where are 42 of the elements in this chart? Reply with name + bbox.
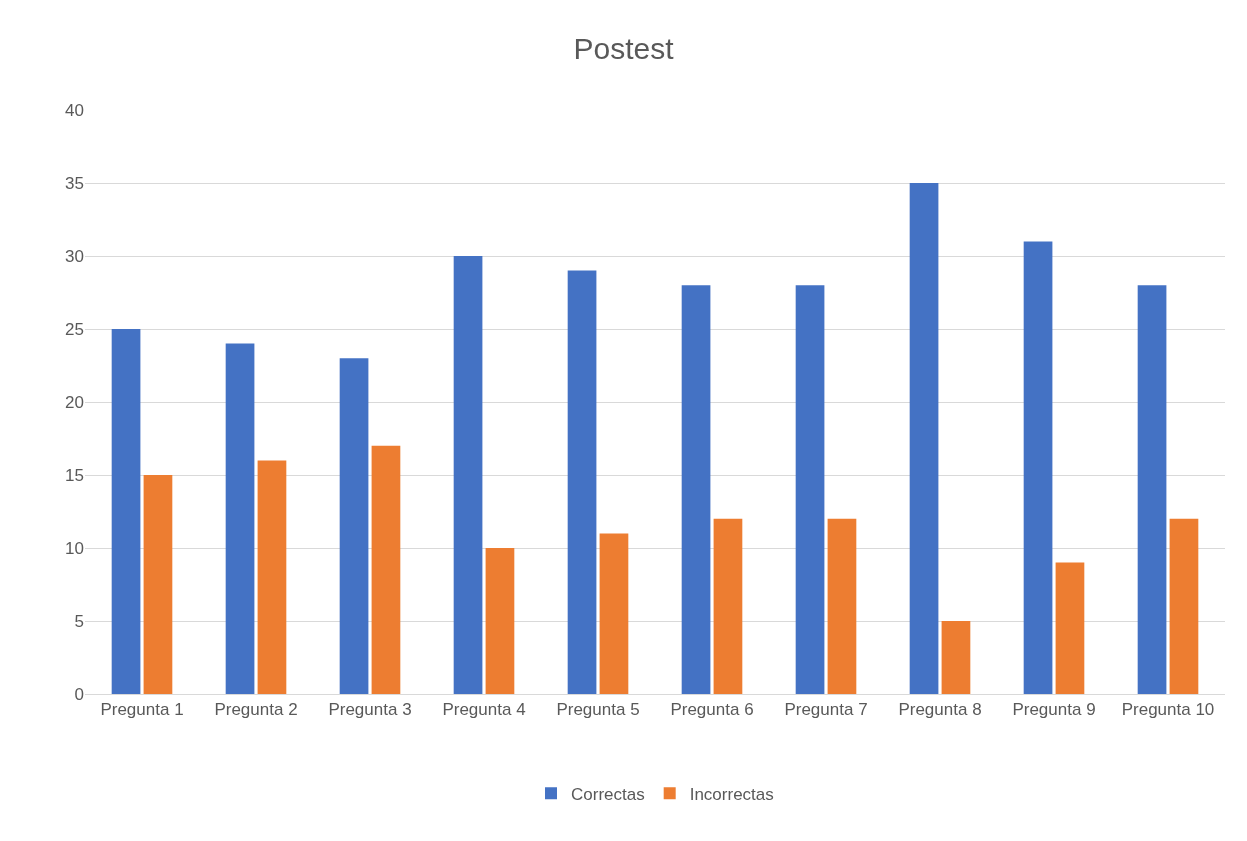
y-tick-label: 20 [65,392,84,412]
x-tick-label: Pregunta 9 [1012,700,1096,720]
bar [599,533,629,694]
bar [225,343,255,694]
bar [339,358,369,694]
bar [257,460,287,694]
y-tick-label: 35 [65,173,84,193]
bar [1169,518,1199,694]
bar [827,518,857,694]
x-tick-label: Pregunta 5 [556,700,640,720]
bar [371,445,401,694]
bar [909,183,939,694]
x-tick-label: Pregunta 10 [1121,700,1215,720]
chart-title: Postest [573,31,675,65]
bar [453,256,483,694]
x-tick-label: Pregunta 3 [328,700,412,720]
bar [485,548,515,694]
legend-label: Incorrectas [689,784,774,804]
x-tick-label: Pregunta 1 [100,700,184,720]
x-tick-label: Pregunta 6 [670,700,754,720]
y-tick-label: 0 [74,684,84,704]
bar [1055,562,1085,694]
bar [713,518,743,694]
y-tick-label: 10 [65,538,84,558]
y-tick-label: 30 [65,246,84,266]
y-tick-label: 5 [74,611,84,631]
x-tick-label: Pregunta 2 [214,700,298,720]
x-tick-label: Pregunta 7 [784,700,868,720]
bar [111,329,141,694]
legend-label: Correctas [571,784,645,804]
bar [1137,285,1167,694]
y-tick-label: 40 [65,100,84,120]
bar [567,270,597,694]
x-tick-label: Pregunta 4 [442,700,526,720]
bar [681,285,711,694]
x-tick-label: Pregunta 8 [898,700,982,720]
bar [1023,241,1053,694]
bar [941,621,971,694]
bar [143,475,173,694]
y-tick-label: 15 [65,465,84,485]
bar [795,285,825,694]
y-tick-label: 25 [65,319,84,339]
